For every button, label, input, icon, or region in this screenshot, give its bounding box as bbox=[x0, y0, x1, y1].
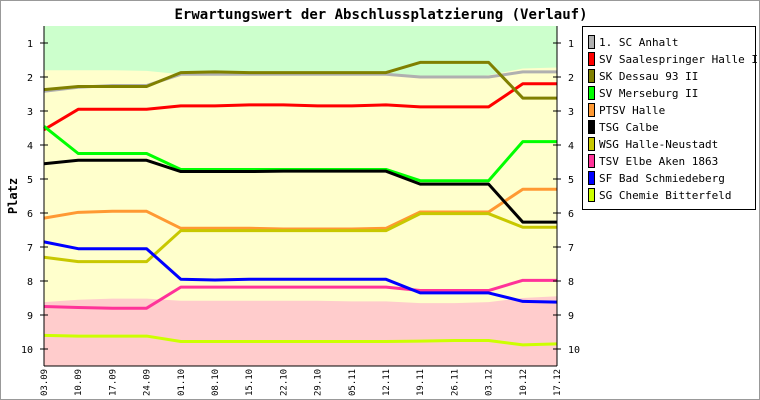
x-tick-label: 08.10 bbox=[211, 369, 221, 396]
series-line-9 bbox=[43, 333, 558, 347]
y-tick-label-right: 4 bbox=[568, 141, 574, 152]
y-tick-label-right: 3 bbox=[568, 107, 574, 118]
legend-item: SK Dessau 93 II bbox=[599, 70, 698, 83]
legend-swatch bbox=[588, 120, 595, 134]
legend-item: SV Saalespringer Halle II bbox=[599, 53, 759, 66]
y-tick-label-left: 3 bbox=[27, 107, 33, 118]
y-tick-label-right: 10 bbox=[568, 345, 580, 356]
x-tick-label: 26.11 bbox=[450, 369, 460, 396]
y-tick-label-left: 4 bbox=[27, 141, 33, 152]
series-line-2 bbox=[43, 60, 557, 100]
band-promotion bbox=[44, 26, 557, 77]
series-line-3 bbox=[43, 125, 557, 183]
x-tick-label: 10.12 bbox=[519, 369, 529, 396]
legend-swatch bbox=[588, 137, 595, 151]
y-tick-label-right: 5 bbox=[568, 175, 574, 186]
legend-swatch bbox=[588, 86, 595, 100]
x-tick-label: 05.11 bbox=[348, 369, 358, 396]
x-tick-label: 10.09 bbox=[74, 369, 84, 396]
series-line-5 bbox=[43, 158, 557, 224]
band-relegation bbox=[44, 296, 557, 366]
x-tick-label: 24.09 bbox=[143, 369, 153, 396]
y-tick-label-left: 5 bbox=[27, 175, 33, 186]
legend-swatch bbox=[588, 52, 595, 66]
legend-item: 1. SC Anhalt bbox=[599, 36, 678, 49]
y-tick-label-right: 6 bbox=[568, 209, 574, 220]
x-tick-label: 19.11 bbox=[416, 369, 426, 396]
legend-item: SG Chemie Bitterfeld bbox=[599, 189, 731, 202]
y-tick-label-left: 9 bbox=[27, 311, 33, 322]
y-tick-label-left: 8 bbox=[27, 277, 33, 288]
y-tick-label-right: 1 bbox=[568, 39, 574, 50]
legend-swatch bbox=[588, 35, 595, 49]
x-tick-label: 17.09 bbox=[108, 369, 118, 396]
x-tick-label: 15.10 bbox=[245, 369, 255, 396]
legend-item: SF Bad Schmiedeberg bbox=[599, 172, 725, 185]
series-line-6 bbox=[43, 212, 557, 264]
legend-swatch bbox=[588, 103, 595, 117]
legend-swatch bbox=[588, 171, 595, 185]
y-axis-label: Platz bbox=[6, 178, 20, 214]
legend-item: SV Merseburg II bbox=[599, 87, 698, 100]
y-tick-label-right: 2 bbox=[568, 73, 574, 84]
y-tick-label-right: 9 bbox=[568, 311, 574, 322]
y-tick-label-left: 6 bbox=[27, 209, 33, 220]
series-line-1 bbox=[43, 82, 557, 131]
legend-swatch bbox=[588, 69, 595, 83]
x-tick-label: 03.09 bbox=[40, 369, 50, 396]
legend-swatch bbox=[588, 154, 595, 168]
y-tick-label-left: 7 bbox=[27, 243, 33, 254]
x-tick-label: 22.10 bbox=[279, 369, 289, 396]
y-tick-label-left: 2 bbox=[27, 73, 33, 84]
y-tick-label-right: 8 bbox=[568, 277, 574, 288]
x-tick-label: 12.11 bbox=[382, 369, 392, 396]
y-tick-label-left: 10 bbox=[21, 345, 33, 356]
legend-item: WSG Halle-Neustadt bbox=[599, 138, 718, 151]
y-tick-label-right: 7 bbox=[568, 243, 574, 254]
chart-title: Erwartungswert der Abschlussplatzierung … bbox=[174, 7, 587, 23]
legend-item: TSV Elbe Aken 1863 bbox=[599, 155, 718, 168]
series-line-4 bbox=[43, 187, 557, 231]
legend-item: PTSV Halle bbox=[599, 104, 665, 117]
legend-item: TSG Calbe bbox=[599, 121, 659, 134]
y-tick-label-left: 1 bbox=[27, 39, 33, 50]
x-tick-label: 17.12 bbox=[553, 369, 563, 396]
x-tick-label: 29.10 bbox=[314, 369, 324, 396]
legend-swatch bbox=[588, 188, 595, 202]
series-line-7 bbox=[43, 278, 557, 310]
x-tick-label: 03.12 bbox=[485, 369, 495, 396]
series-line-8 bbox=[43, 240, 558, 304]
legend-box bbox=[582, 26, 756, 210]
x-tick-label: 01.10 bbox=[177, 369, 187, 396]
